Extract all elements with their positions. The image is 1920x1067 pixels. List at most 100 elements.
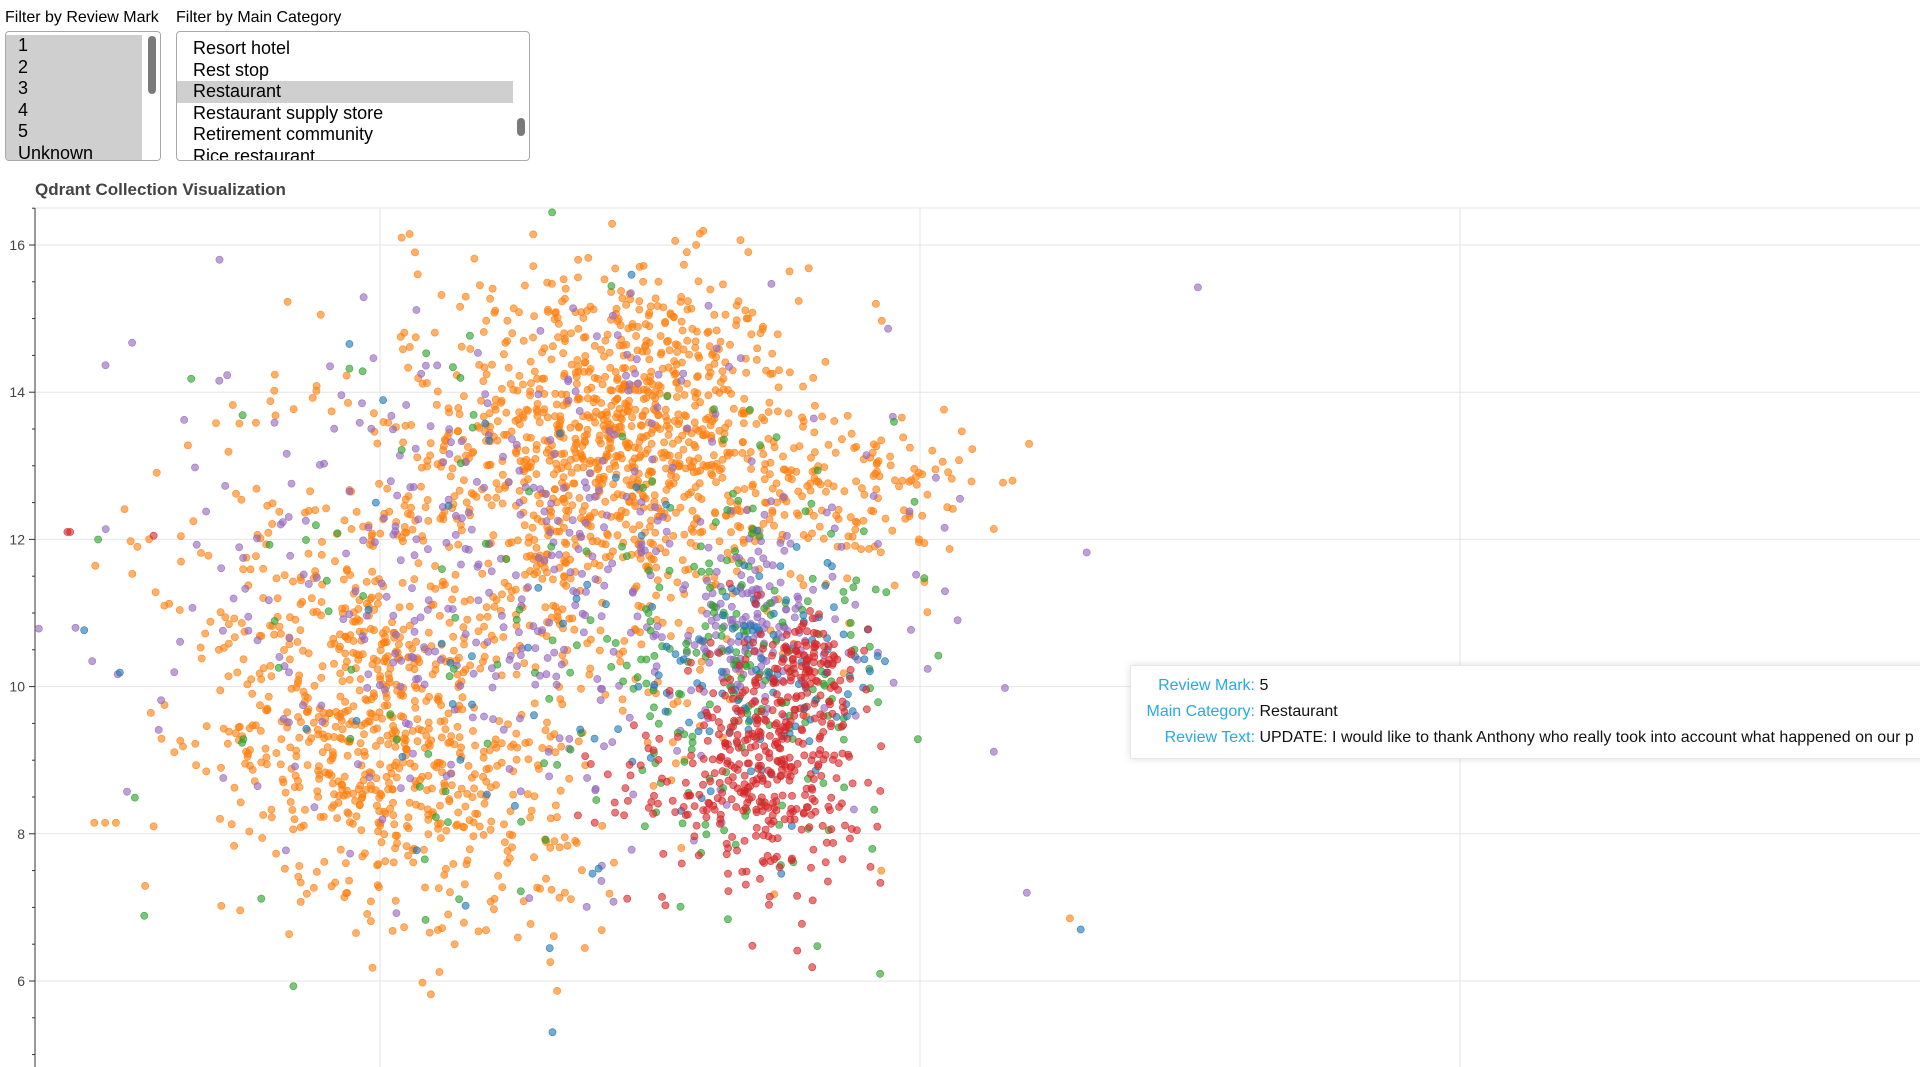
data-point[interactable]	[700, 721, 708, 730]
data-point[interactable]	[824, 440, 833, 449]
data-point[interactable]	[808, 529, 816, 538]
review-mark-listbox[interactable]: 1 2 3 4 5 Unknown	[5, 31, 161, 161]
data-point[interactable]	[717, 631, 726, 640]
data-point[interactable]	[932, 473, 940, 482]
data-point[interactable]	[583, 425, 592, 434]
data-point[interactable]	[324, 607, 333, 616]
data-point[interactable]	[574, 545, 583, 553]
data-point[interactable]	[826, 806, 834, 814]
data-point[interactable]	[251, 418, 260, 427]
data-point[interactable]	[686, 791, 695, 800]
data-point[interactable]	[732, 704, 740, 713]
data-point[interactable]	[508, 329, 517, 338]
data-point[interactable]	[684, 297, 692, 306]
data-point[interactable]	[516, 887, 525, 896]
data-point[interactable]	[482, 926, 490, 935]
data-point[interactable]	[149, 822, 158, 831]
data-point[interactable]	[669, 531, 678, 540]
data-point[interactable]	[457, 526, 466, 535]
data-point[interactable]	[650, 491, 659, 499]
data-point[interactable]	[358, 790, 367, 799]
data-point[interactable]	[934, 651, 943, 660]
data-point[interactable]	[744, 248, 753, 256]
data-point[interactable]	[309, 884, 318, 892]
data-point[interactable]	[296, 823, 305, 832]
data-point[interactable]	[560, 833, 569, 842]
data-point[interactable]	[775, 366, 783, 374]
data-point[interactable]	[839, 721, 847, 730]
data-point[interactable]	[749, 638, 757, 647]
data-point[interactable]	[466, 345, 475, 353]
data-point[interactable]	[860, 655, 869, 664]
data-point[interactable]	[624, 402, 633, 411]
data-point[interactable]	[688, 732, 697, 741]
data-point[interactable]	[690, 562, 698, 571]
data-point[interactable]	[353, 760, 362, 769]
data-point[interactable]	[593, 675, 602, 683]
data-point[interactable]	[580, 944, 589, 952]
data-point[interactable]	[566, 568, 575, 577]
data-point[interactable]	[331, 557, 339, 566]
data-point[interactable]	[283, 297, 292, 306]
data-point[interactable]	[515, 486, 524, 495]
data-point[interactable]	[665, 346, 674, 355]
data-point[interactable]	[444, 604, 453, 613]
data-point[interactable]	[521, 739, 530, 747]
data-point[interactable]	[382, 693, 391, 702]
data-point[interactable]	[598, 685, 606, 693]
data-point[interactable]	[873, 652, 882, 660]
data-point[interactable]	[112, 818, 120, 827]
data-point[interactable]	[542, 517, 551, 525]
data-point[interactable]	[646, 538, 655, 547]
data-point[interactable]	[680, 492, 689, 501]
data-point[interactable]	[785, 267, 794, 276]
data-point[interactable]	[505, 854, 514, 863]
data-point[interactable]	[530, 570, 539, 579]
data-point[interactable]	[751, 779, 760, 788]
data-point[interactable]	[1066, 914, 1074, 923]
data-point[interactable]	[732, 609, 741, 618]
data-point[interactable]	[590, 341, 599, 350]
data-point[interactable]	[352, 812, 361, 821]
data-point[interactable]	[464, 762, 473, 770]
data-point[interactable]	[610, 493, 618, 502]
data-point[interactable]	[706, 285, 715, 294]
data-point[interactable]	[446, 658, 455, 667]
data-point[interactable]	[368, 567, 377, 576]
data-point[interactable]	[595, 486, 603, 495]
data-point[interactable]	[206, 617, 215, 626]
data-point[interactable]	[375, 681, 384, 690]
data-point[interactable]	[470, 784, 478, 793]
data-point[interactable]	[481, 539, 490, 548]
data-point[interactable]	[536, 326, 545, 335]
data-point[interactable]	[487, 501, 496, 510]
data-point[interactable]	[435, 968, 444, 976]
data-point[interactable]	[723, 451, 732, 460]
data-point[interactable]	[737, 581, 746, 589]
data-point[interactable]	[576, 725, 585, 734]
data-point[interactable]	[417, 482, 425, 491]
data-point[interactable]	[635, 263, 644, 271]
data-point[interactable]	[266, 621, 274, 630]
data-point[interactable]	[221, 481, 230, 490]
data-point[interactable]	[724, 869, 732, 878]
data-point[interactable]	[548, 636, 557, 645]
data-point[interactable]	[728, 833, 736, 841]
data-point[interactable]	[204, 551, 213, 560]
data-point[interactable]	[296, 626, 305, 634]
data-point[interactable]	[628, 413, 637, 422]
review-mark-option[interactable]: 4	[6, 99, 142, 121]
data-point[interactable]	[706, 583, 714, 592]
data-point[interactable]	[232, 489, 240, 498]
data-point[interactable]	[810, 428, 819, 437]
data-point[interactable]	[627, 270, 636, 279]
data-point[interactable]	[235, 419, 244, 428]
data-point[interactable]	[609, 897, 618, 906]
data-point[interactable]	[799, 619, 808, 628]
data-point[interactable]	[157, 734, 166, 743]
data-point[interactable]	[364, 523, 373, 532]
data-point[interactable]	[748, 308, 757, 317]
data-point[interactable]	[424, 771, 433, 780]
data-point[interactable]	[483, 612, 492, 621]
data-point[interactable]	[673, 697, 682, 706]
